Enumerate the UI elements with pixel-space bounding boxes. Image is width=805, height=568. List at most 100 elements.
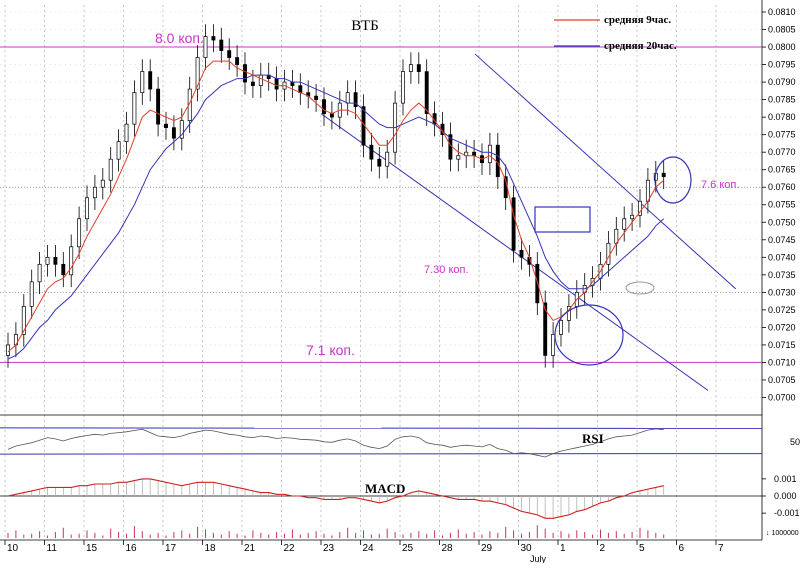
price-tick-label: 0.0725 <box>768 305 796 315</box>
day-tick-label: 29 <box>481 543 493 554</box>
candle-body <box>179 120 184 139</box>
highlight-ellipse-top <box>654 156 692 204</box>
price-tick-label: 0.0790 <box>768 77 796 87</box>
candle-body <box>408 64 413 72</box>
candle-body <box>148 71 153 90</box>
candle-body <box>61 263 66 276</box>
rsi-line <box>7 428 664 458</box>
moving-averages <box>7 60 665 360</box>
candle-body <box>622 218 627 230</box>
candle-body <box>140 71 145 93</box>
chart-texts: ВТБ средняя 9час. средняя 20час. 8.0 коп… <box>155 14 739 564</box>
price-tick-label: 0.0715 <box>768 340 796 350</box>
legend-label-ma9: средняя 9час. <box>604 14 671 26</box>
highlight-ellipse-small <box>625 281 655 295</box>
candle-body <box>543 302 548 356</box>
axes: 0.0700 0.0705 0.0710 0.0715 0.0720 0.0725 0.07… <box>4 7 800 554</box>
level-label-7-30: 7.30 коп. <box>424 264 469 276</box>
candle-body <box>353 92 358 107</box>
candle-body <box>424 71 429 114</box>
rsi-band-line <box>0 427 763 429</box>
candle-body <box>329 113 334 118</box>
candle-body <box>495 144 500 178</box>
candle-body <box>187 88 192 121</box>
month-label: July <box>530 554 547 563</box>
candle-body <box>566 306 571 321</box>
macd-tick-label: 0.000 <box>774 491 797 501</box>
candle-body <box>6 344 10 356</box>
candle-body <box>132 92 137 125</box>
candle-body <box>519 249 524 258</box>
candle-body <box>219 39 224 51</box>
candle-body <box>456 155 461 160</box>
candle-body <box>290 81 295 86</box>
candle-body <box>487 144 492 164</box>
candle-body <box>401 71 405 104</box>
candle-body <box>258 74 263 86</box>
day-tick-label: 22 <box>284 543 296 554</box>
day-tick-label: 28 <box>442 543 454 554</box>
price-tick-label: 0.0740 <box>768 252 796 262</box>
candle-body <box>203 36 208 58</box>
panel-frames <box>0 0 763 541</box>
candle-body <box>606 242 611 265</box>
candle-body <box>37 263 42 283</box>
macd-label: MACD <box>365 481 405 496</box>
volume-tick-label: ↓ 1000000 <box>766 530 799 537</box>
price-tick-label: 0.0730 <box>768 287 796 297</box>
candle-body <box>85 197 89 220</box>
price-tick-label: 0.0805 <box>768 25 796 35</box>
candle-body <box>92 186 97 199</box>
day-tick-label: 17 <box>165 543 177 554</box>
candle-body <box>21 306 26 335</box>
candle-body <box>661 172 666 178</box>
day-tick-label: 2 <box>600 543 606 554</box>
price-tick-label: 0.0765 <box>768 165 796 175</box>
ma9-line <box>7 60 665 353</box>
day-tick-label: 11 <box>47 543 58 554</box>
candle-body <box>100 179 105 188</box>
candle-body <box>227 50 232 58</box>
candle-body <box>551 334 556 356</box>
day-tick-label: 25 <box>402 543 414 554</box>
candle-body <box>630 214 635 220</box>
chart-title: ВТБ <box>351 18 379 34</box>
level-label-7-1: 7.1 коп. <box>306 342 355 358</box>
candle-body <box>211 36 216 41</box>
candle-body <box>322 99 326 114</box>
day-tick-label: 30 <box>521 543 533 554</box>
rsi-band-line <box>0 453 763 455</box>
price-tick-label: 0.0750 <box>768 217 796 227</box>
candle-body <box>69 246 74 276</box>
candle-body <box>156 88 161 125</box>
candle-body <box>77 218 82 248</box>
day-tick-label: 21 <box>244 543 256 554</box>
candle-body <box>385 151 390 167</box>
macd-line <box>7 478 664 519</box>
price-tick-label: 0.0795 <box>768 60 796 70</box>
price-tick-label: 0.0770 <box>768 147 796 157</box>
candle-body <box>472 151 477 157</box>
price-tick-label: 0.0700 <box>768 392 796 402</box>
day-tick-label: 23 <box>323 543 335 554</box>
day-tick-label: 7 <box>718 543 724 554</box>
candle-body <box>45 256 50 265</box>
candle-body <box>164 123 168 128</box>
volume-panel <box>7 525 665 538</box>
level-label-8-0: 8.0 коп. <box>155 30 204 46</box>
price-tick-label: 0.0710 <box>768 357 796 367</box>
price-tick-label: 0.0705 <box>768 375 796 385</box>
candle-body <box>235 57 240 65</box>
price-tick-label: 0.0775 <box>768 130 796 140</box>
candle-body <box>645 179 650 202</box>
day-tick-label: 1 <box>560 543 566 554</box>
candle-body <box>250 81 255 86</box>
highlight-ellipse-bottom <box>554 304 624 366</box>
day-tick-label: 5 <box>639 543 645 554</box>
candle-body <box>53 256 58 265</box>
candle-body <box>274 78 279 90</box>
candle-body <box>108 158 113 181</box>
price-tick-label: 0.0760 <box>768 182 796 192</box>
price-tick-label: 0.0780 <box>768 112 796 122</box>
